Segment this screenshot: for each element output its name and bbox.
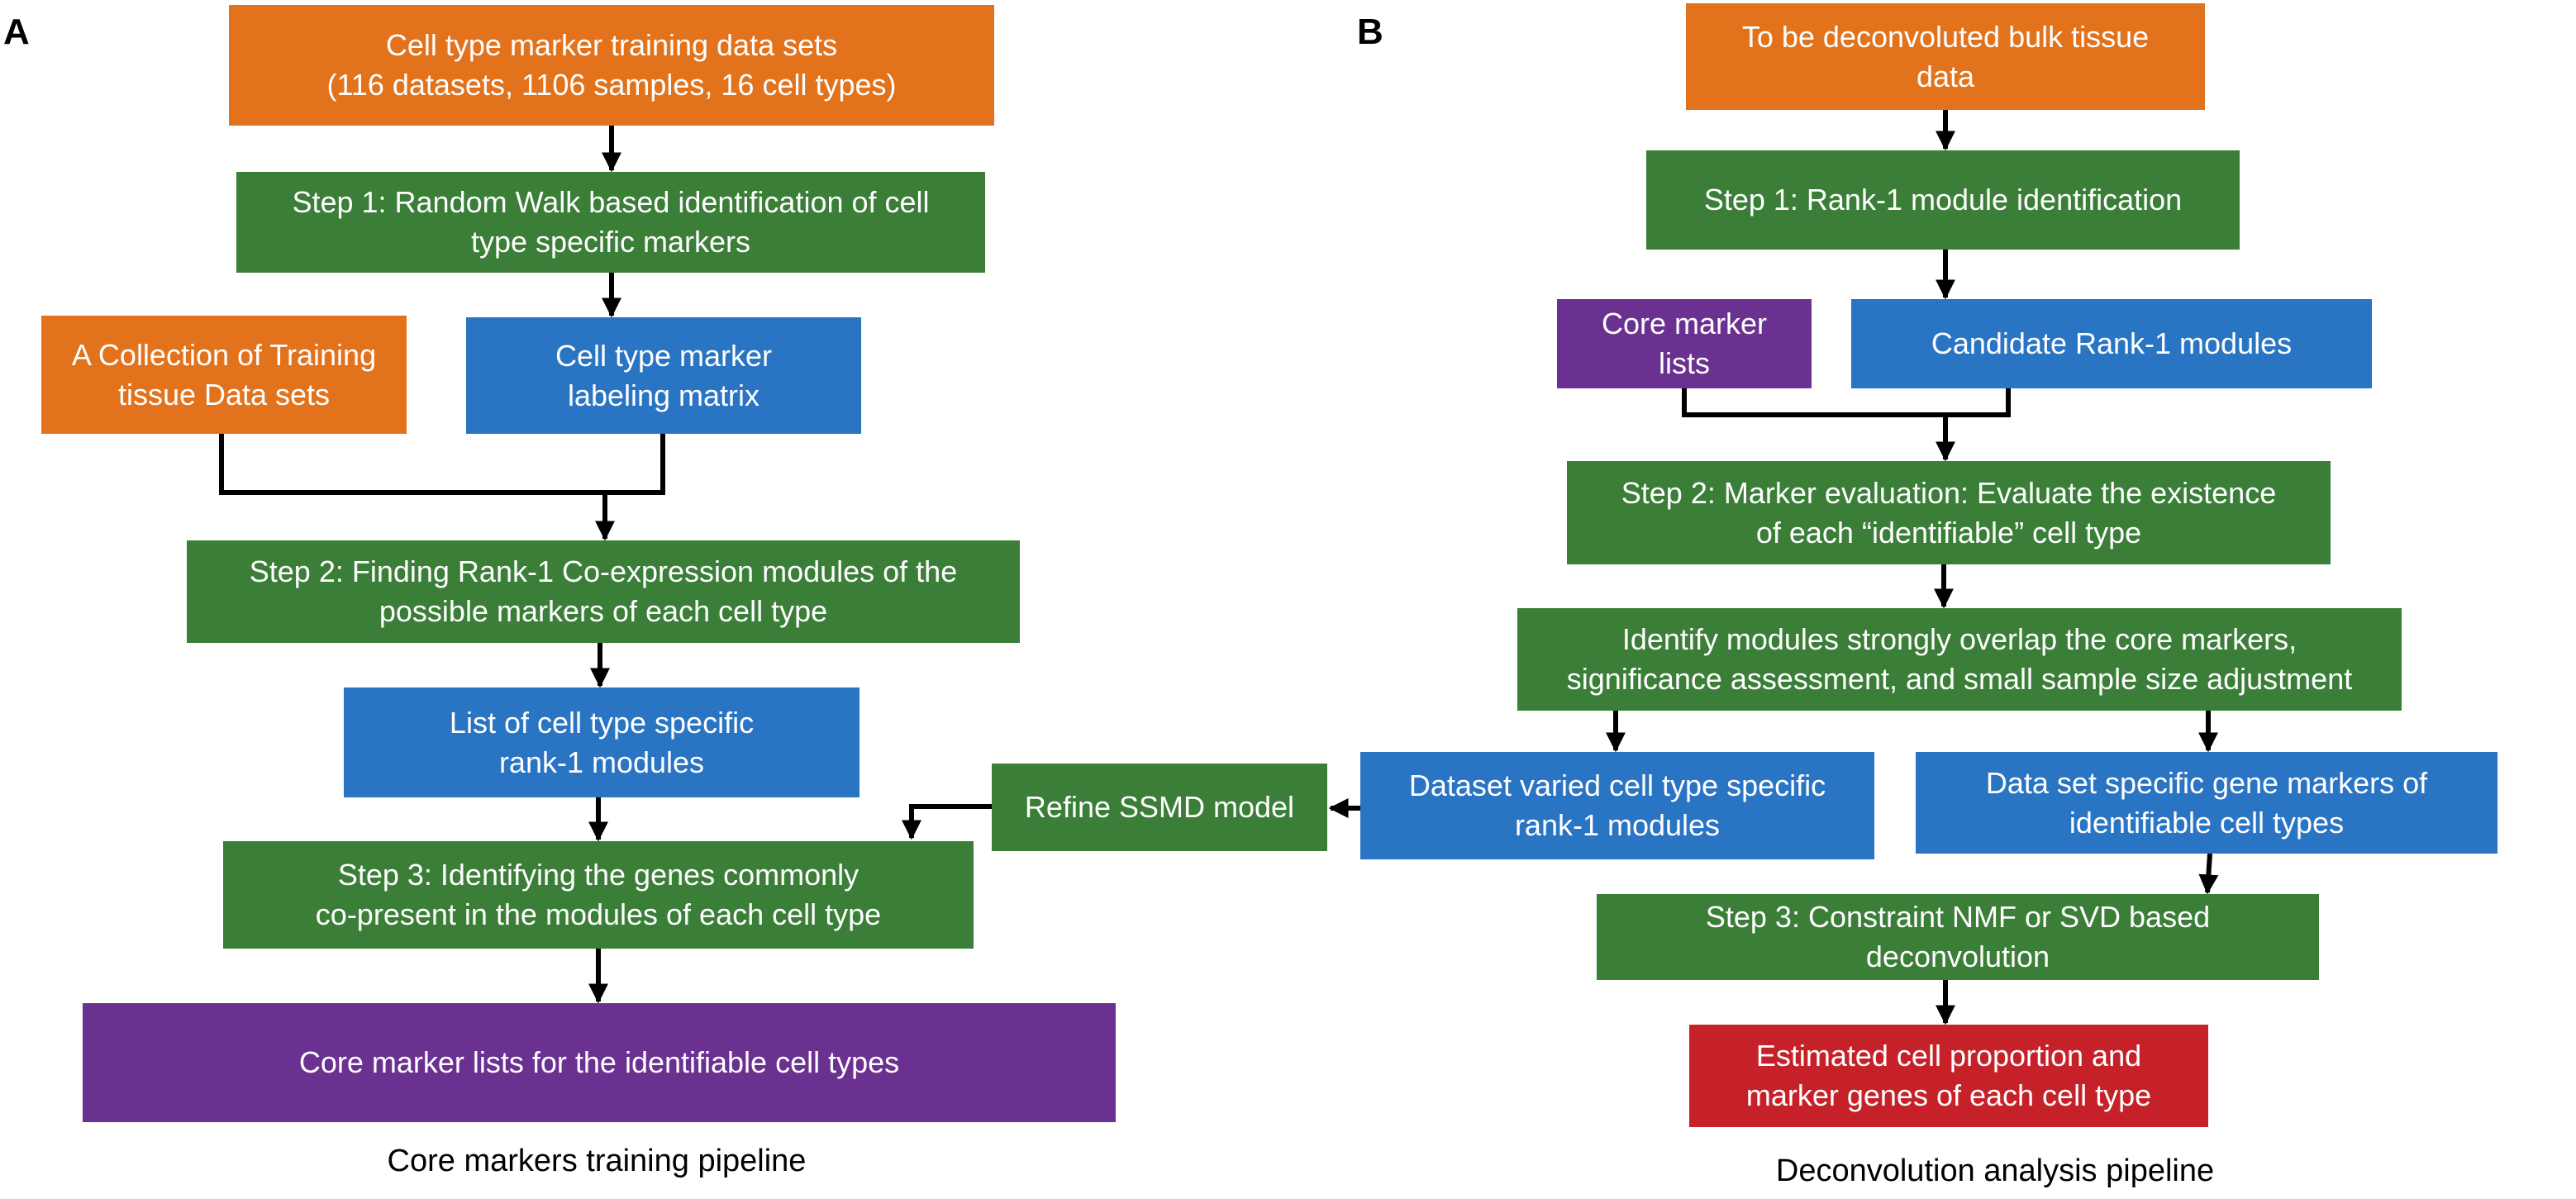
- labeling-matrix-line1: Cell type marker: [555, 338, 773, 373]
- panel-b-step3-box: Step 3: Constraint NMF or SVD based deco…: [1597, 894, 2319, 980]
- panel-b-caption: Deconvolution analysis pipeline: [1775, 1154, 2215, 1188]
- merge-core-and-candidates: [1682, 388, 2011, 417]
- specific-markers-line2: identifiable cell types: [2069, 805, 2345, 840]
- panel-b-step2-box: Step 2: Marker evaluation: Evaluate the …: [1567, 461, 2331, 564]
- arrow-specific-to-step3: [2198, 853, 2219, 895]
- panel-a-step2-box: Step 2: Finding Rank-1 Co-expression mod…: [187, 540, 1020, 643]
- training-collection-box: A Collection of Training tissue Data set…: [41, 316, 407, 434]
- core-marker-input-box: Core marker lists: [1557, 299, 1812, 388]
- panel-a-step3-line1: Step 3: Identifying the genes commonly: [337, 858, 859, 892]
- training-collection-line1: A Collection of Training: [71, 337, 377, 372]
- panel-a-step1-line1: Step 1: Random Walk based identification…: [292, 185, 930, 219]
- core-marker-input-line2: lists: [1659, 346, 1710, 380]
- identify-modules-box: Identify modules strongly overlap the co…: [1517, 608, 2402, 711]
- specific-markers-line1: Data set specific gene markers of: [1985, 765, 2428, 800]
- bulk-data-line1: To be deconvoluted bulk tissue: [1741, 19, 2150, 54]
- varied-modules-box: Dataset varied cell type specific rank-1…: [1360, 752, 1874, 859]
- varied-modules-line2: rank-1 modules: [1514, 808, 1721, 842]
- bulk-data-line2: data: [1916, 59, 1975, 93]
- panel-a-step1-box: Step 1: Random Walk based identification…: [236, 172, 985, 273]
- panel-b-step3-line1: Step 3: Constraint NMF or SVD based: [1705, 900, 2211, 934]
- candidate-modules-box: Candidate Rank-1 modules: [1851, 299, 2372, 388]
- merge-collection-and-matrix: [219, 434, 665, 495]
- panel-b-step3-line2: deconvolution: [1865, 940, 2050, 973]
- bulk-data-box: To be deconvoluted bulk tissue data: [1686, 3, 2205, 110]
- module-list-box: List of cell type specific rank-1 module…: [344, 688, 859, 797]
- panel-b-letter: B: [1357, 12, 1383, 52]
- panel-a-step3-line2: co-present in the modules of each cell t…: [315, 897, 882, 931]
- training-collection-line2: tissue Data sets: [117, 377, 331, 412]
- panel-a-step1-line2: type specific markers: [470, 225, 751, 259]
- estimated-output-box: Estimated cell proportion and marker gen…: [1689, 1025, 2208, 1127]
- panel-a-letter: A: [3, 12, 30, 52]
- panel-a-step3-box: Step 3: Identifying the genes commonly c…: [223, 841, 974, 949]
- labeling-matrix-line2: labeling matrix: [567, 378, 760, 412]
- labeling-matrix-box: Cell type marker labeling matrix: [466, 317, 861, 434]
- panel-a-step2-line1: Step 2: Finding Rank-1 Co-expression mod…: [249, 554, 958, 588]
- candidate-modules-text: Candidate Rank-1 modules: [1931, 326, 2293, 360]
- panel-b-step2-line1: Step 2: Marker evaluation: Evaluate the …: [1621, 475, 2277, 510]
- panel-a-caption: Core markers training pipeline: [387, 1144, 807, 1178]
- core-marker-lists-box: Core marker lists for the identifiable c…: [83, 1003, 1116, 1122]
- core-marker-input-line1: Core marker: [1601, 307, 1768, 340]
- module-list-line2: rank-1 modules: [498, 745, 705, 779]
- estimated-output-line2: marker genes of each cell type: [1745, 1078, 2152, 1112]
- refine-ssmd-text: Refine SSMD model: [1024, 790, 1295, 824]
- panel-a-step2-line2: possible markers of each cell type: [379, 594, 828, 628]
- panel-b-step2-line2: of each “identifiable” cell type: [1755, 515, 2142, 550]
- panel-b-step1-box: Step 1: Rank-1 module identification: [1646, 150, 2240, 250]
- training-data-line2: (116 datasets, 1106 samples, 16 cell typ…: [326, 68, 897, 102]
- refine-ssmd-box: Refine SSMD model: [992, 764, 1327, 851]
- training-data-box: Cell type marker training data sets (116…: [229, 5, 994, 126]
- training-data-line1: Cell type marker training data sets: [385, 28, 838, 62]
- panel-b-step1-text: Step 1: Rank-1 module identification: [1703, 183, 2183, 216]
- arrow-refine-to-step3: [902, 804, 992, 840]
- module-list-line1: List of cell type specific: [449, 705, 755, 740]
- specific-markers-box: Data set specific gene markers of identi…: [1916, 752, 2497, 854]
- identify-modules-line2: significance assessment, and small sampl…: [1566, 662, 2353, 696]
- identify-modules-line1: Identify modules strongly overlap the co…: [1621, 622, 2297, 656]
- varied-modules-line1: Dataset varied cell type specific: [1408, 768, 1826, 802]
- core-marker-lists-text: Core marker lists for the identifiable c…: [298, 1045, 900, 1079]
- estimated-output-line1: Estimated cell proportion and: [1755, 1039, 2142, 1073]
